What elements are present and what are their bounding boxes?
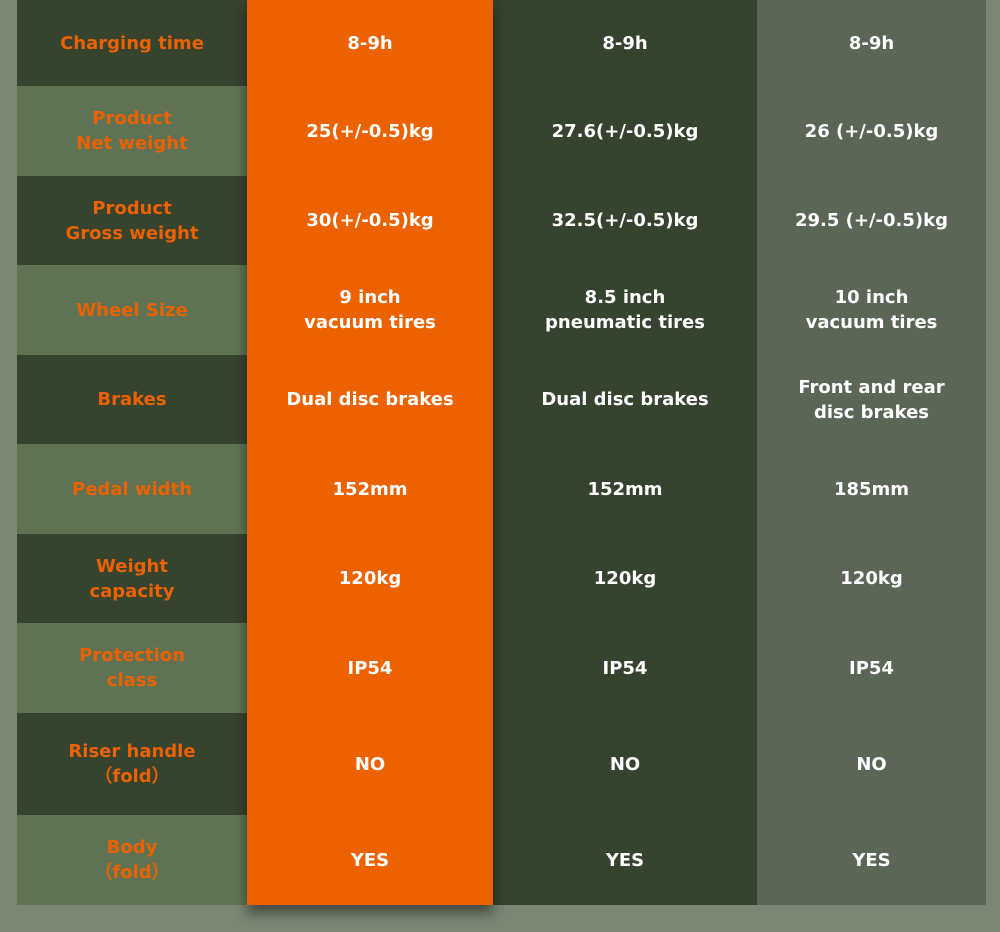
- row-label: Product Net weight: [17, 86, 247, 176]
- spec-value: 25(+/-0.5)kg: [306, 120, 434, 142]
- spec-value: IP54: [347, 657, 393, 679]
- spec-value: 152mm: [332, 478, 408, 500]
- spec-value: Dual disc brakes: [286, 389, 454, 410]
- spec-value: 152mm: [587, 478, 663, 500]
- model-2-column: 8-9h 27.6(+/-0.5)kg 32.5(+/-0.5)kg 8.5 inch…: [493, 0, 757, 905]
- spec-value: 8-9h: [602, 32, 648, 54]
- spec-value: YES: [605, 849, 645, 871]
- spec-value: 8-9h: [848, 32, 895, 54]
- row-label: Pedal width: [17, 444, 247, 534]
- row-label: Protection class: [17, 623, 247, 713]
- spec-value: NO: [856, 753, 887, 775]
- spec-value: NO: [609, 753, 641, 775]
- row-label: Wheel Size: [17, 265, 247, 355]
- row-label: Product Gross weight: [17, 176, 247, 265]
- spec-value: YES: [350, 849, 390, 871]
- spec-value: IP54: [849, 657, 894, 679]
- label-column: Charging time Product Net weight Product G…: [17, 0, 247, 905]
- spec-value: 185mm: [833, 478, 910, 500]
- spec-value: 27.6(+/-0.5)kg: [551, 120, 699, 142]
- row-label: Riser handle （fold）: [17, 713, 247, 815]
- spec-value: YES: [852, 849, 891, 871]
- spec-value: 120kg: [840, 568, 903, 589]
- spec-value: IP54: [602, 657, 648, 679]
- row-label: Weight capacity: [17, 534, 247, 623]
- model-3-column: 8-9h 26 (+/-0.5)kg 29.5 (+/-0.5)kg 10 inch …: [757, 0, 986, 905]
- spec-value: 10 inch vacuum tires: [805, 287, 938, 333]
- spec-value: 9 inch vacuum tires: [304, 287, 436, 333]
- row-label: Charging time: [17, 0, 247, 86]
- spec-value: 120kg: [593, 568, 657, 589]
- model-1-column: 8-9h 25(+/-0.5)kg 30(+/-0.5)kg 9 inch vacuu…: [247, 0, 493, 905]
- spec-value: 32.5(+/-0.5)kg: [551, 210, 699, 231]
- spec-value: 30(+/-0.5)kg: [306, 210, 434, 231]
- spec-value: 29.5 (+/-0.5)kg: [795, 210, 948, 231]
- row-label: Body （fold）: [17, 815, 247, 905]
- spec-value: 120kg: [338, 568, 402, 589]
- spec-value: Front and rear disc brakes: [798, 376, 945, 423]
- spec-value: NO: [354, 753, 386, 775]
- spec-value: 8-9h: [347, 32, 393, 54]
- row-label: Brakes: [17, 355, 247, 444]
- spec-value: 8.5 inch pneumatic tires: [545, 287, 705, 333]
- spec-value: 26 (+/-0.5)kg: [804, 120, 939, 142]
- spec-value: Dual disc brakes: [541, 389, 709, 410]
